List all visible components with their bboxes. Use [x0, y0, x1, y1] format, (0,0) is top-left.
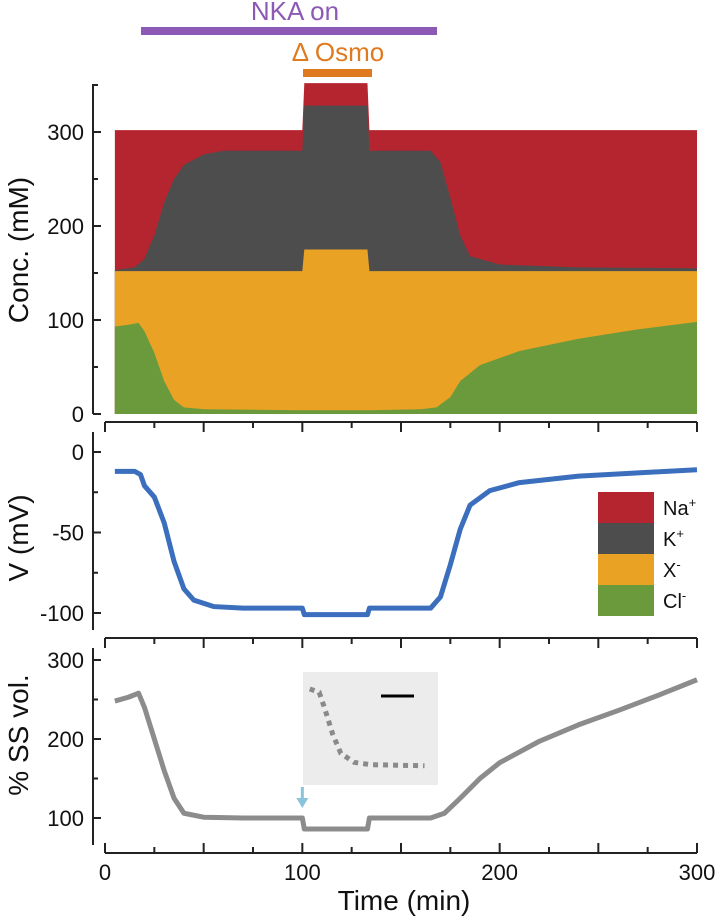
arrow-head [296, 798, 309, 808]
legend-swatch-k [598, 523, 654, 554]
legend-swatch-na [598, 492, 654, 523]
inset-dotted-line [308, 686, 425, 769]
osmo-label: Δ Osmo [292, 37, 385, 67]
osmo-bar [303, 69, 372, 77]
legend-label-cl: Cl- [663, 588, 686, 613]
y-tick-label-conc: 300 [47, 120, 84, 145]
nka-bar [141, 27, 437, 35]
area-cl [114, 321, 697, 414]
annotation-bars: NKA on Δ Osmo [141, 0, 437, 77]
x-tick-label: 200 [481, 860, 518, 885]
x-axis-title: Time (min) [338, 885, 471, 916]
y-tick-label-voltage: -100 [40, 601, 84, 626]
legend: Na+ K+ X- Cl- [598, 492, 696, 616]
y-tick-label-conc: 200 [47, 214, 84, 239]
concentration-panel: 0 100 200 300 [47, 83, 697, 427]
legend-label-k: K+ [663, 526, 684, 551]
legend-label-na: Na+ [663, 495, 696, 520]
y-tick-label-volume: 100 [47, 806, 84, 831]
legend-label-x: X- [663, 557, 681, 582]
voltage-line [114, 467, 698, 618]
legend-swatch-x [598, 554, 654, 585]
legend-swatch-cl [598, 585, 654, 616]
y-tick-label-conc: 0 [72, 402, 84, 427]
volume-line [114, 677, 698, 832]
nka-label: NKA on [251, 0, 339, 26]
x-tick-label: 100 [284, 860, 321, 885]
volume-panel: 100 200 300 0 100 200 300 [47, 637, 716, 885]
y-tick-label-conc: 100 [47, 308, 84, 333]
x-tick-label: 300 [679, 860, 716, 885]
y-axis-title-conc: Conc. (mM) [3, 177, 34, 323]
y-tick-label-volume: 200 [47, 727, 84, 752]
y-tick-label-voltage: -50 [52, 521, 84, 546]
voltage-panel: 0 -50 -100 [40, 421, 698, 630]
y-tick-label-voltage: 0 [72, 440, 84, 465]
x-tick-label: 0 [99, 860, 111, 885]
y-axis-title-volume: % SS vol. [3, 674, 34, 795]
y-axis-title-voltage: V (mV) [3, 494, 34, 581]
y-tick-label-volume: 300 [47, 648, 84, 673]
